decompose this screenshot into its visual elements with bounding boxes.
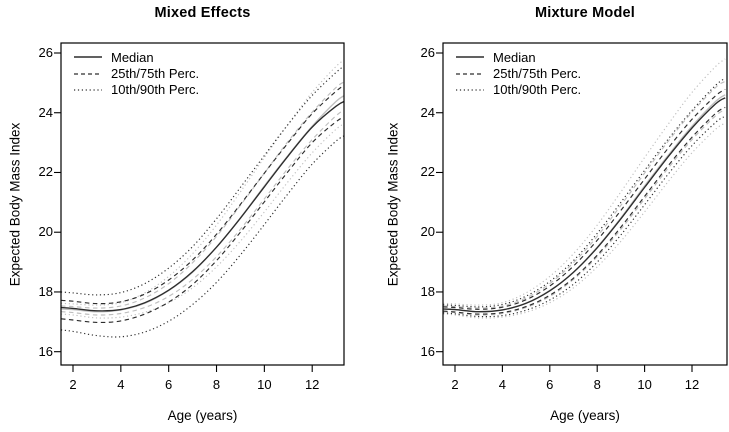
plot-area-1 bbox=[443, 58, 726, 319]
legend-item-median: Median bbox=[74, 49, 199, 65]
curve-median bbox=[61, 100, 344, 312]
y-axis-label-right: Expected Body Mass Index bbox=[385, 122, 401, 287]
plot-area-0 bbox=[61, 59, 344, 338]
plot-box bbox=[60, 42, 345, 366]
y-axis-label-left: Expected Body Mass Index bbox=[7, 122, 23, 287]
legend-line-sample-solid bbox=[74, 56, 102, 58]
legend-label: 10th/90th Perc. bbox=[111, 82, 200, 98]
y-tick-label: 26 bbox=[420, 45, 435, 60]
curve-75th-percentile-gray-gray bbox=[61, 81, 344, 309]
y-tick-label: 20 bbox=[420, 224, 435, 240]
x-tick-label: 8 bbox=[593, 377, 601, 392]
curve-10th-percentile-gray-gray bbox=[61, 123, 344, 319]
x-tick-label: 6 bbox=[165, 377, 173, 392]
y-tick-label: 24 bbox=[38, 104, 53, 120]
x-tick-label: 10 bbox=[637, 377, 652, 392]
y-tick-label: 22 bbox=[420, 164, 435, 180]
y-tick-label: 18 bbox=[38, 283, 53, 299]
x-tick-label: 8 bbox=[212, 377, 221, 392]
x-tick-label: 10 bbox=[257, 377, 272, 392]
legend-label: 10th/90th Perc. bbox=[493, 82, 582, 98]
legend-item-quartiles: 25th/75th Perc. bbox=[456, 65, 581, 81]
x-tick-label: 4 bbox=[498, 377, 506, 392]
curve-10th-percentile-gray-gray bbox=[443, 122, 726, 319]
x-axis-label-left: Age (years) bbox=[167, 408, 238, 423]
y-tick-label: 22 bbox=[38, 164, 53, 180]
curve-25th-percentile-gray-gray bbox=[443, 109, 726, 316]
x-tick-label: 6 bbox=[546, 377, 554, 392]
legend-mixture-model: Median 25th/75th Perc. 10th/90th Perc. bbox=[456, 49, 581, 98]
legend-item-quartiles: 25th/75th Perc. bbox=[74, 65, 199, 81]
y-tick-label: 18 bbox=[420, 283, 435, 299]
panel-title-mixture-model: Mixture Model bbox=[534, 5, 636, 21]
x-tick-label: 12 bbox=[304, 377, 320, 392]
y-tick-label: 16 bbox=[420, 343, 435, 359]
legend-label: 25th/75th Perc. bbox=[493, 66, 582, 82]
curve-75th-percentile bbox=[61, 84, 344, 305]
legend-item-median: Median bbox=[456, 49, 581, 65]
legend-line-sample-solid bbox=[456, 56, 484, 58]
curve-25th-percentile-gray-gray bbox=[61, 109, 344, 316]
y-tick-label: 20 bbox=[38, 224, 53, 240]
curve-75th-percentile bbox=[443, 88, 726, 310]
legend-label: 25th/75th Perc. bbox=[111, 66, 200, 82]
x-tick-label: 4 bbox=[117, 377, 125, 392]
legend-item-deciles: 10th/90th Perc. bbox=[74, 82, 199, 98]
curve-10th-percentile bbox=[61, 135, 344, 338]
x-tick-label: 12 bbox=[684, 377, 700, 392]
y-tick-label: 24 bbox=[420, 104, 435, 120]
plot-box bbox=[442, 42, 728, 366]
curve-25th-percentile bbox=[443, 106, 726, 315]
legend-line-sample-dashed bbox=[74, 73, 102, 75]
x-tick-label: 2 bbox=[69, 377, 77, 392]
legend-line-sample-dashed bbox=[456, 73, 484, 75]
curve-median bbox=[443, 97, 726, 313]
y-tick-label: 16 bbox=[38, 343, 53, 359]
curve-90th-percentile-gray-gray bbox=[443, 58, 726, 306]
y-tick-label: 26 bbox=[38, 45, 53, 60]
panel-title-mixed-effects: Mixed Effects bbox=[154, 5, 251, 21]
legend-mixed-effects: Median 25th/75th Perc. 10th/90th Perc. bbox=[74, 49, 199, 98]
curve-10th-percentile bbox=[443, 115, 726, 318]
legend-line-sample-dotted bbox=[456, 89, 484, 91]
curve-90th-percentile bbox=[443, 77, 726, 308]
legend-line-sample-dotted bbox=[74, 89, 102, 91]
curve-median-gray-gray bbox=[443, 94, 726, 313]
legend-item-deciles: 10th/90th Perc. bbox=[456, 82, 581, 98]
x-tick-label: 2 bbox=[451, 377, 459, 392]
curve-75th-percentile-gray-gray bbox=[443, 80, 726, 309]
x-axis-label-right: Age (years) bbox=[550, 408, 620, 423]
curve-90th-percentile bbox=[61, 65, 344, 296]
legend-label: Median bbox=[111, 49, 154, 65]
legend-label: Median bbox=[493, 49, 536, 65]
curve-25th-percentile bbox=[61, 116, 344, 324]
